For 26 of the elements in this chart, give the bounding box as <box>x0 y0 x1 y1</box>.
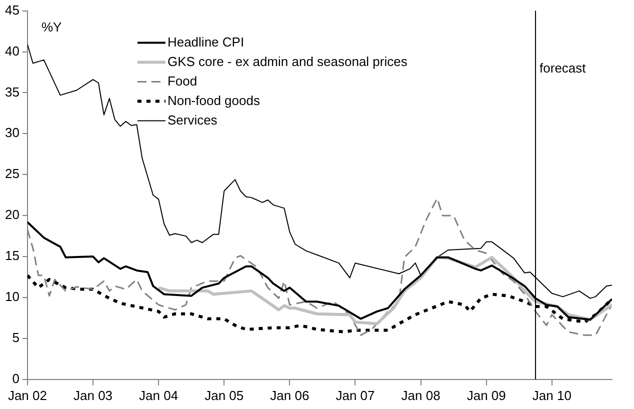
y-tick-label: 45 <box>4 2 20 18</box>
x-tick-label: Jan 03 <box>73 388 113 403</box>
y-tick-label: 40 <box>4 43 20 58</box>
y-tick-label: 30 <box>4 125 20 140</box>
x-tick-label: Jan 06 <box>270 388 310 403</box>
ref-line-label: forecast <box>540 60 586 76</box>
legend-label: Headline CPI <box>167 34 244 50</box>
x-tick-label: Jan 02 <box>8 388 47 403</box>
y-tick-label: 10 <box>4 289 20 304</box>
legend-label: Services <box>167 112 218 128</box>
x-tick-label: Jan 08 <box>401 388 440 403</box>
x-tick-label: Jan 04 <box>139 388 178 403</box>
y-tick-label: 15 <box>4 248 20 264</box>
y-tick-label: 35 <box>4 84 20 100</box>
x-tick-label: Jan 10 <box>532 388 572 403</box>
y-tick-label: 20 <box>4 207 20 222</box>
y-tick-label: 25 <box>4 166 20 182</box>
y-axis-title: %Y <box>41 19 62 34</box>
x-tick-label: Jan 05 <box>204 388 244 403</box>
y-tick-label: 5 <box>12 330 20 346</box>
legend-label: GKS core - ex admin and seasonal prices <box>167 54 408 69</box>
y-tick-label: 0 <box>12 370 20 386</box>
legend-label: Food <box>167 73 198 88</box>
x-tick-label: Jan 07 <box>336 388 375 403</box>
legend-label: Non-food goods <box>167 92 260 108</box>
x-tick-label: Jan 09 <box>466 388 506 403</box>
